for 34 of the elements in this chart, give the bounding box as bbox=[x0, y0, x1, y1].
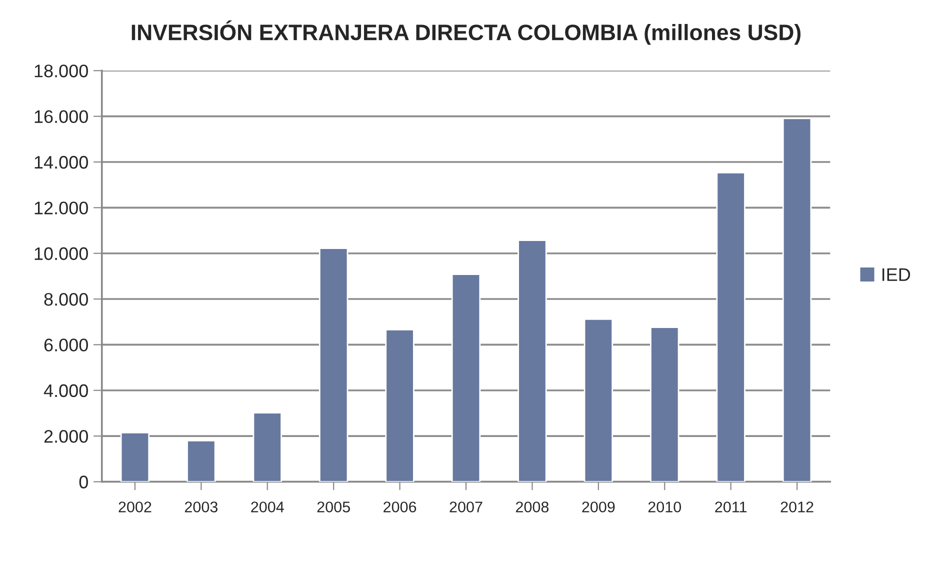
y-tick-label: 4.000 bbox=[44, 384, 88, 398]
y-tick-label: 12.000 bbox=[34, 202, 88, 214]
x-tick-label: 2011 bbox=[715, 502, 747, 512]
y-tick-label: 10.000 bbox=[34, 247, 88, 260]
x-tick-label: 2012 bbox=[780, 502, 814, 512]
bar bbox=[120, 432, 150, 482]
y-tick-label: 18.000 bbox=[34, 64, 88, 78]
x-tick-label: 2002 bbox=[118, 502, 152, 512]
legend-label: IED bbox=[882, 268, 910, 281]
bar bbox=[385, 328, 414, 482]
x-tick-label: 2010 bbox=[648, 502, 682, 512]
chart-title: INVERSIÓN EXTRANJERA DIRECTA COLOMBIA (millones USD) bbox=[132, 20, 801, 45]
x-tick-label: 2004 bbox=[251, 502, 284, 512]
x-tick-label: 2003 bbox=[184, 502, 218, 512]
bar bbox=[782, 118, 812, 482]
bar bbox=[252, 412, 282, 482]
x-tick-label: 2005 bbox=[317, 502, 350, 512]
bar bbox=[584, 318, 614, 482]
y-tick-label: 6.000 bbox=[44, 338, 88, 352]
x-tick-label: 2009 bbox=[582, 502, 615, 512]
x-tick-label: 2008 bbox=[516, 502, 549, 512]
x-tick-label: 2007 bbox=[450, 502, 482, 512]
bar bbox=[518, 240, 547, 482]
bar bbox=[186, 440, 216, 482]
bar bbox=[716, 172, 746, 482]
y-tick-label: 14.000 bbox=[34, 156, 88, 169]
x-tick-label: 2006 bbox=[384, 502, 416, 512]
y-tick-label: 2.000 bbox=[44, 430, 88, 443]
bar bbox=[318, 248, 348, 482]
bar bbox=[451, 274, 481, 482]
y-tick-label: 16.000 bbox=[34, 110, 88, 124]
y-tick-label: 0 bbox=[79, 476, 88, 488]
bar bbox=[650, 326, 680, 482]
y-tick-label: 8.000 bbox=[44, 292, 88, 306]
